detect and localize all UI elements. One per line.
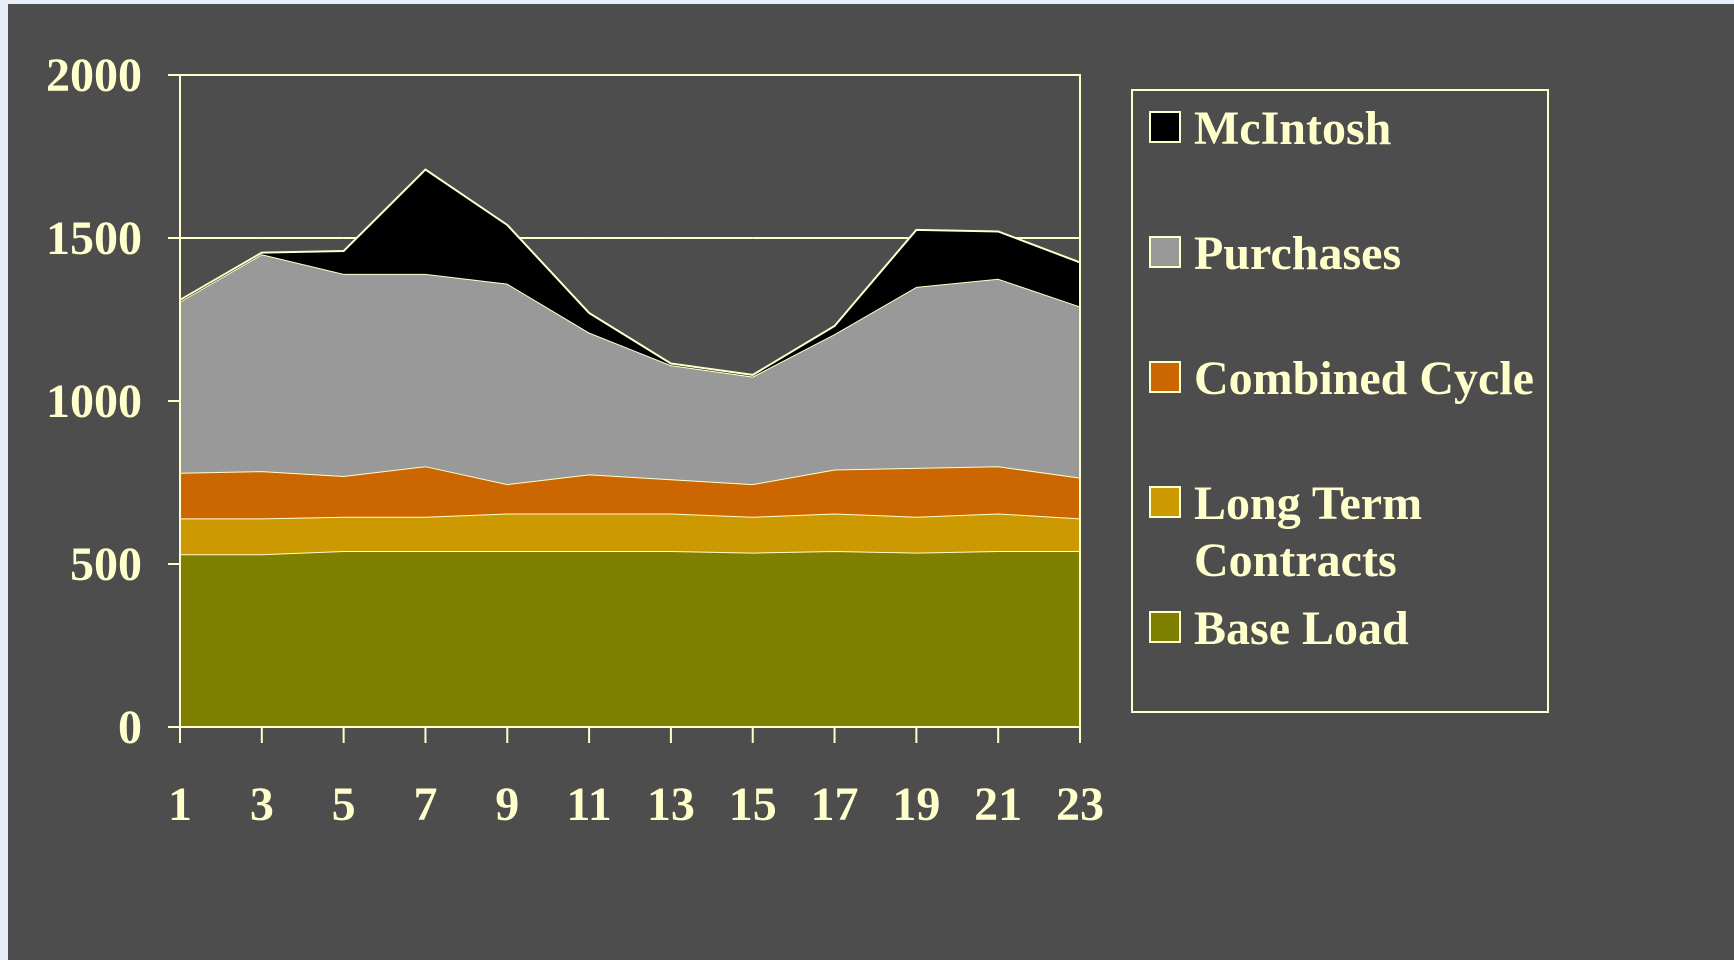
- y-tick-label: 1500: [46, 212, 142, 265]
- legend: McIntosh Purchases Combined Cycle Long Term…: [1131, 89, 1549, 713]
- x-tick-label: 15: [729, 778, 777, 831]
- series-areas: [179, 168, 1081, 727]
- legend-label-combined-cycle: Combined Cycle: [1194, 352, 1534, 405]
- x-tick-label: 5: [332, 778, 356, 831]
- y-tick-label: 2000: [46, 49, 142, 102]
- y-tick-label: 500: [70, 538, 142, 591]
- x-tick-label: 13: [647, 778, 695, 831]
- area-edge-mcintosh: [179, 168, 1081, 376]
- legend-label-mcintosh: McIntosh: [1194, 102, 1391, 155]
- legend-swatch-mcintosh: [1149, 111, 1181, 143]
- x-tick-label: 19: [892, 778, 940, 831]
- area-purchases: [180, 254, 1080, 485]
- x-tick-label: 11: [566, 778, 611, 831]
- y-tick-label: 0: [118, 701, 142, 754]
- y-tick-label: 1000: [46, 375, 142, 428]
- x-tick-label: 9: [495, 778, 519, 831]
- chart-panel: 0 500 1000 1500 2000 1 3 5 7 9 11 13 15 17 19 21 23 McI…: [8, 4, 1734, 960]
- y-axis-ticks: 0 500 1000 1500 2000: [46, 49, 180, 754]
- x-tick-label: 23: [1056, 778, 1104, 831]
- x-tick-label: 1: [168, 778, 192, 831]
- x-tick-label: 7: [413, 778, 437, 831]
- area-long-term-contracts: [180, 513, 1080, 555]
- area-mcintosh: [180, 169, 1080, 377]
- legend-swatch-purchases: [1149, 236, 1181, 268]
- legend-swatch-combined-cycle: [1149, 361, 1181, 393]
- x-tick-label: 21: [974, 778, 1022, 831]
- x-axis-ticks: 1 3 5 7 9 11 13 15 17 19 21 23: [168, 727, 1104, 831]
- x-tick-label: 3: [250, 778, 274, 831]
- legend-label-purchases: Purchases: [1194, 227, 1401, 280]
- area-base-load: [180, 550, 1080, 727]
- legend-box: [1131, 89, 1549, 713]
- legend-swatch-base-load: [1149, 611, 1181, 643]
- legend-label-long-term-contracts: Contracts: [1194, 534, 1397, 587]
- legend-label-base-load: Base Load: [1194, 602, 1409, 655]
- legend-label-long-term-contracts: Long Term: [1194, 477, 1422, 530]
- x-tick-label: 17: [811, 778, 859, 831]
- legend-swatch-long-term-contracts: [1149, 486, 1181, 518]
- area-combined-cycle: [180, 466, 1080, 519]
